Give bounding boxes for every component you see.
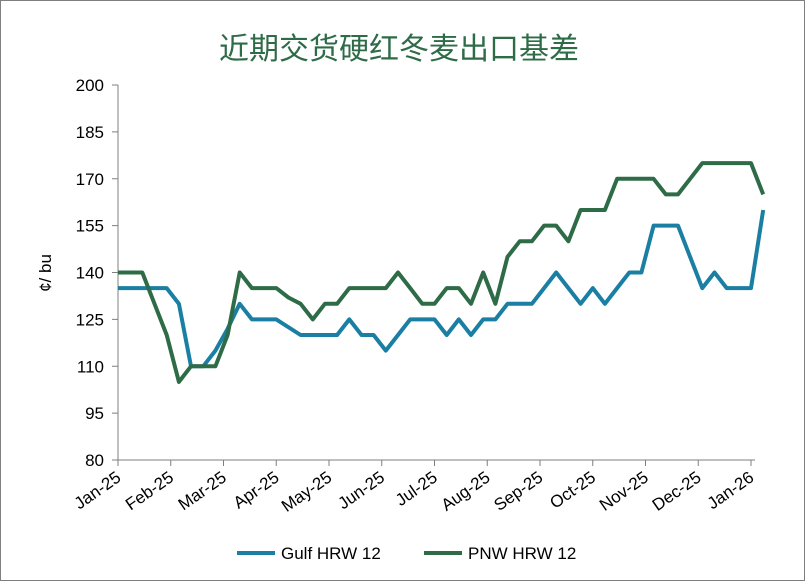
x-tick-label: Dec-25 — [649, 468, 705, 515]
legend: Gulf HRW 12 PNW HRW 12 — [237, 544, 576, 563]
y-tick-label: 125 — [76, 310, 104, 329]
x-tick-label: Sep-25 — [490, 468, 546, 515]
x-tick-label: Apr-25 — [230, 468, 283, 513]
x-tick-label: Jun-25 — [335, 468, 388, 513]
y-tick-label: 95 — [85, 404, 104, 423]
x-tick-label: Aug-25 — [438, 468, 494, 515]
series-line-pnw — [118, 161, 766, 384]
legend-label-pnw: PNW HRW 12 — [468, 544, 576, 563]
x-tick-label: May-25 — [278, 468, 335, 516]
axes — [112, 84, 755, 466]
x-tick-label: Oct-25 — [546, 468, 599, 513]
series-line-gulf — [118, 209, 766, 369]
y-tick-label: 80 — [85, 451, 104, 470]
y-tick-label: 170 — [76, 170, 104, 189]
x-tick-label: Jan-25 — [71, 468, 124, 513]
y-tick-label: 200 — [76, 76, 104, 95]
x-tick-label: Nov-25 — [596, 468, 652, 515]
x-tick-label: Jan-26 — [704, 468, 757, 513]
x-tick-label: Mar-25 — [175, 468, 230, 514]
x-tick-label: Jul-25 — [392, 468, 441, 510]
y-tick-labels: 80 95 110 125 140 155 170 185 200 — [76, 76, 104, 470]
y-tick-label: 140 — [76, 264, 104, 283]
y-tick-label: 185 — [76, 123, 104, 142]
y-axis-label: ¢/ bu — [36, 254, 55, 292]
series-lines — [118, 161, 766, 384]
legend-label-gulf: Gulf HRW 12 — [281, 544, 381, 563]
x-tick-label: Feb-25 — [122, 468, 177, 514]
chart-title: 近期交货硬红冬麦出口基差 — [219, 32, 579, 67]
y-tick-label: 155 — [76, 217, 104, 236]
y-tick-label: 110 — [77, 357, 104, 376]
